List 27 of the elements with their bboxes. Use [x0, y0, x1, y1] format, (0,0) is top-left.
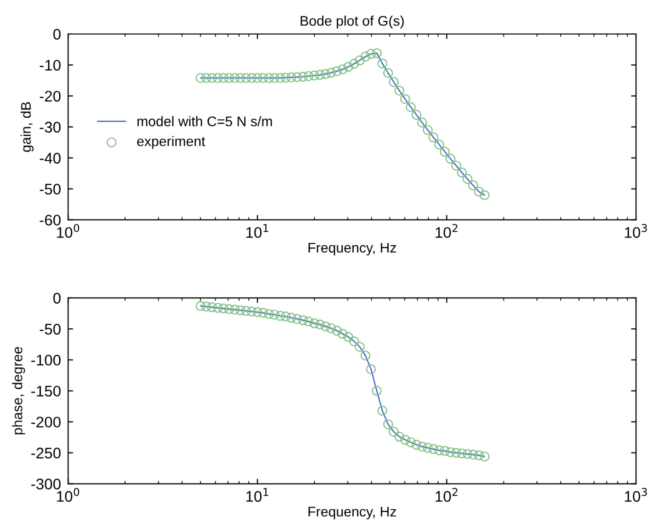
x-tick-label: 10$^{1}$	[246, 224, 268, 238]
y-tick-label: -10	[40, 60, 61, 71]
x-tick-label: 10$^{3}$	[624, 488, 647, 502]
y-tick-label: -100	[31, 354, 61, 366]
y-axis-title: phase, degree	[12, 347, 26, 434]
x-axis-title: Frequency, Hz	[308, 242, 396, 256]
y-tick-label: -250	[31, 448, 61, 458]
y-tick-label: -50	[40, 324, 61, 335]
y-tick-label: -150	[31, 386, 61, 397]
chart-title: Bode plot of G(s)	[300, 16, 404, 29]
y-tick-label: -200	[31, 416, 61, 428]
x-axis-title: Frequency, Hz	[308, 506, 396, 520]
y-tick-label: -50	[40, 184, 61, 195]
y-tick-label: -20	[40, 90, 61, 102]
y-tick-label: 0	[53, 292, 61, 304]
x-tick-label: 10$^{3}$	[624, 224, 647, 238]
y-tick-label: -40	[40, 152, 61, 164]
y-axis-title: gain, dB	[20, 102, 34, 152]
x-tick-label: 10$^{2}$	[436, 224, 458, 238]
x-tick-label: 10$^{2}$	[436, 488, 458, 502]
y-tick-label: 0	[53, 28, 61, 40]
legend-label: model with C=5 N s/m	[137, 116, 272, 126]
legend-label: experiment	[137, 136, 206, 149]
y-tick-label: -60	[40, 214, 61, 226]
y-tick-label: -300	[31, 478, 61, 490]
x-tick-label: 10$^{1}$	[246, 488, 268, 502]
y-tick-label: -30	[40, 122, 61, 133]
